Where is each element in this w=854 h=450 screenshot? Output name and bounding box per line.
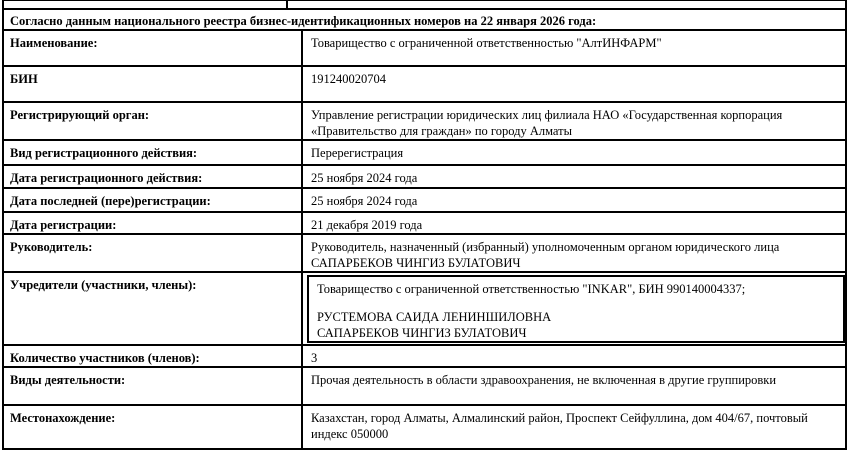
field-label: Количество участников (членов): — [4, 346, 303, 366]
table-row-registration-action-date: Дата регистрационного действия: 25 ноябр… — [4, 166, 845, 189]
field-label: Учредители (участники, члены): — [4, 273, 303, 344]
table-row-registration-date: Дата регистрации: 21 декабря 2019 года — [4, 213, 845, 235]
field-label: БИН — [4, 67, 303, 101]
field-label: Виды деятельности: — [4, 368, 303, 404]
field-value: Товарищество с ограниченной ответственно… — [303, 273, 845, 344]
leader-role-line: Руководитель, назначенный (избранный) уп… — [311, 240, 780, 254]
table-row-participant-count: Количество участников (членов): 3 — [4, 346, 845, 368]
founder-item: РУСТЕМОВА САИДА ЛЕНИНШИЛОВНА — [317, 310, 552, 324]
founders-box: Товарищество с ограниченной ответственно… — [307, 275, 845, 343]
field-value: Руководитель, назначенный (избранный) уп… — [303, 235, 845, 271]
table-row-registering-authority: Регистрирующий орган: Управление регистр… — [4, 103, 845, 141]
field-label: Местонахождение: — [4, 406, 303, 448]
field-label: Дата регистрации: — [4, 213, 303, 233]
table-row-registration-action-type: Вид регистрационного действия: Перерегис… — [4, 141, 845, 166]
founder-item: Товарищество с ограниченной ответственно… — [317, 282, 746, 296]
table-row-activity-types: Виды деятельности: Прочая деятельность в… — [4, 368, 845, 406]
table-row-bin: БИН 191240020704 — [4, 67, 845, 103]
field-value: Управление регистрации юридических лиц ф… — [311, 108, 783, 138]
field-label: Регистрирующий орган: — [4, 103, 303, 139]
founder-item: САПАРБЕКОВ ЧИНГИЗ БУЛАТОВИЧ — [317, 326, 527, 340]
cut-off-row-divider — [4, 1, 288, 8]
table-row-location: Местонахождение: Казахстан, город Алматы… — [4, 406, 845, 450]
field-value: Товарищество с ограниченной ответственно… — [311, 36, 662, 50]
table-row-last-reregistration-date: Дата последней (пере)регистрации: 25 ноя… — [4, 189, 845, 213]
field-label: Руководитель: — [4, 235, 303, 271]
field-value: 191240020704 — [311, 72, 386, 86]
field-label: Дата последней (пере)регистрации: — [4, 189, 303, 211]
table-row-name: Наименование: Товарищество с ограниченно… — [4, 31, 845, 67]
field-label: Вид регистрационного действия: — [4, 141, 303, 164]
field-label: Наименование: — [4, 31, 303, 65]
field-value: 25 ноября 2024 года — [311, 171, 418, 185]
registry-header: Согласно данным национального реестра би… — [4, 10, 845, 31]
field-label: Дата регистрационного действия: — [4, 166, 303, 187]
field-value: Казахстан, город Алматы, Алмалинский рай… — [311, 411, 808, 441]
field-value: Перерегистрация — [311, 146, 404, 160]
field-value: 25 ноября 2024 года — [311, 194, 418, 208]
table-row-leader: Руководитель: Руководитель, назначенный … — [4, 235, 845, 273]
field-value: 21 декабря 2019 года — [311, 218, 423, 232]
table-row-founders: Учредители (участники, члены): Товарищес… — [4, 273, 845, 346]
field-value: 3 — [311, 351, 318, 365]
leader-name-line: САПАРБЕКОВ ЧИНГИЗ БУЛАТОВИЧ — [311, 256, 521, 270]
field-value: Прочая деятельность в области здравоохра… — [311, 373, 777, 387]
cut-off-row — [4, 1, 845, 10]
